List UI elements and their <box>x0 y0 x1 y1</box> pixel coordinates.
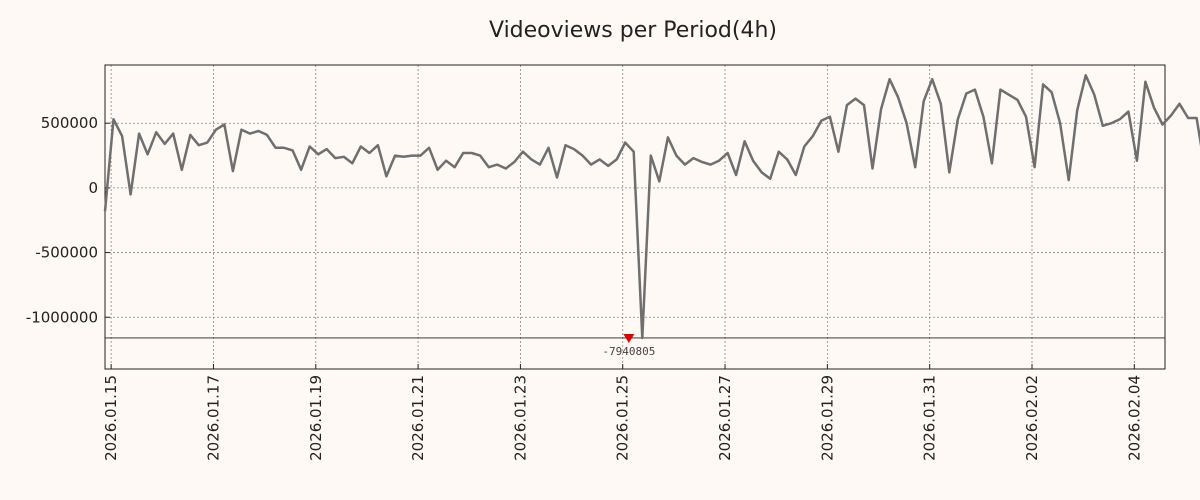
x-tick-label: 2026.01.15 <box>102 375 120 461</box>
x-tick-label: 2026.01.27 <box>716 375 734 461</box>
x-tick-label: 2026.01.31 <box>921 375 939 461</box>
y-tick-label: 0 <box>88 179 98 197</box>
y-tick-label: -1000000 <box>26 308 98 326</box>
series-layer <box>103 74 1200 340</box>
x-tick-label: 2026.01.29 <box>818 375 836 461</box>
axis-labels: 500000 0 -500000 -1000000 2026.01.15 2026.01.… <box>26 114 1144 461</box>
series-line-0 <box>103 74 1200 340</box>
x-tick-label: 2026.01.23 <box>511 375 529 461</box>
x-tick-label: 2026.02.02 <box>1023 375 1041 461</box>
clip-marker-triangle <box>623 333 635 343</box>
chart-title: Videoviews per Period(4h) <box>489 18 777 43</box>
x-tick-label: 2026.01.25 <box>614 375 632 461</box>
plot-frame <box>104 64 1166 370</box>
clip-marker-label: -7940805 <box>602 345 655 358</box>
x-tick-label: 2026.01.21 <box>409 375 427 461</box>
x-tick-label: 2026.02.04 <box>1125 375 1143 461</box>
x-tick-label: 2026.01.19 <box>307 375 325 461</box>
annotation-layer: -7940805 <box>602 333 655 358</box>
y-tick-label: -500000 <box>35 244 98 262</box>
y-tick-label: 500000 <box>41 114 98 132</box>
grid <box>105 65 1165 369</box>
x-tick-label: 2026.01.17 <box>204 375 222 461</box>
